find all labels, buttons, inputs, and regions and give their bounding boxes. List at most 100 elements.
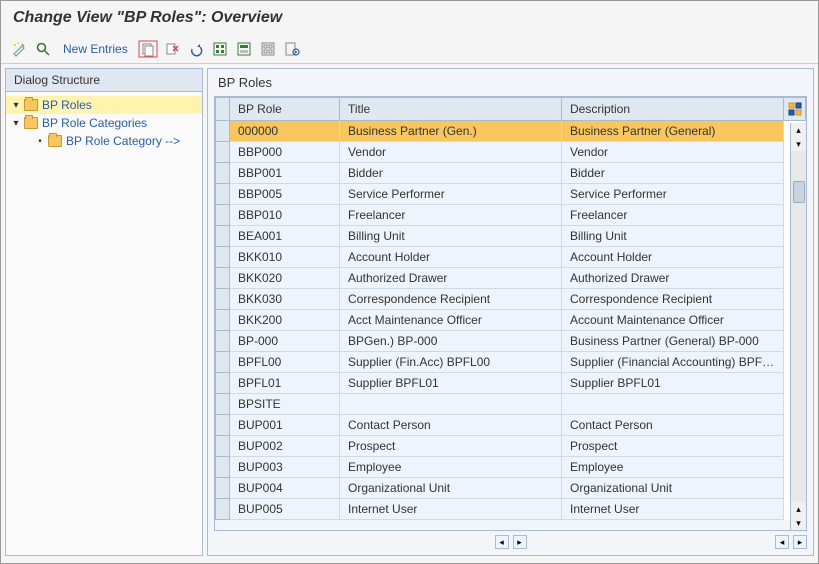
table-cell[interactable]: Organizational Unit bbox=[340, 478, 562, 499]
table-cell[interactable]: Correspondence Recipient bbox=[562, 289, 784, 310]
table-cell[interactable]: BUP001 bbox=[230, 415, 340, 436]
table-cell[interactable]: Correspondence Recipient bbox=[340, 289, 562, 310]
scroll-right-icon[interactable]: ▸ bbox=[513, 535, 527, 549]
tree-item-bp-roles[interactable]: ▾ BP Roles bbox=[6, 96, 202, 114]
table-row[interactable]: BUP002ProspectProspect bbox=[216, 436, 806, 457]
select-block-icon[interactable] bbox=[234, 39, 254, 59]
table-cell[interactable]: BBP001 bbox=[230, 163, 340, 184]
table-row[interactable]: BP-000BPGen.) BP-000Business Partner (Ge… bbox=[216, 331, 806, 352]
table-cell[interactable]: BKK010 bbox=[230, 247, 340, 268]
table-cell[interactable]: Employee bbox=[340, 457, 562, 478]
table-cell[interactable]: Internet User bbox=[562, 499, 784, 520]
table-row[interactable]: BBP000VendorVendor bbox=[216, 142, 806, 163]
table-cell[interactable]: Billing Unit bbox=[562, 226, 784, 247]
table-cell[interactable]: Account Holder bbox=[340, 247, 562, 268]
table-cell[interactable]: Employee bbox=[562, 457, 784, 478]
table-row[interactable]: BPSITE bbox=[216, 394, 806, 415]
table-cell[interactable]: Service Performer bbox=[562, 184, 784, 205]
scroll-thumb[interactable] bbox=[793, 181, 805, 203]
row-handle[interactable] bbox=[216, 499, 230, 520]
table-cell[interactable]: BPFL00 bbox=[230, 352, 340, 373]
row-handle[interactable] bbox=[216, 457, 230, 478]
table-cell[interactable]: Business Partner (Gen.) bbox=[340, 121, 562, 142]
scroll-down-icon[interactable]: ▾ bbox=[791, 516, 806, 530]
expand-toggle-icon[interactable]: ▾ bbox=[10, 118, 22, 129]
table-cell[interactable]: BUP003 bbox=[230, 457, 340, 478]
table-cell[interactable]: Acct Maintenance Officer bbox=[340, 310, 562, 331]
table-cell[interactable]: BKK020 bbox=[230, 268, 340, 289]
row-handle[interactable] bbox=[216, 352, 230, 373]
copy-as-icon[interactable] bbox=[138, 39, 158, 59]
scroll-up-icon[interactable]: ▴ bbox=[791, 502, 806, 516]
row-handle[interactable] bbox=[216, 163, 230, 184]
table-row[interactable]: BKK200Acct Maintenance OfficerAccount Ma… bbox=[216, 310, 806, 331]
column-header[interactable]: Description bbox=[562, 98, 784, 121]
row-selector-header[interactable] bbox=[216, 98, 230, 121]
delete-icon[interactable] bbox=[162, 39, 182, 59]
table-row[interactable]: BEA001Billing UnitBilling Unit bbox=[216, 226, 806, 247]
table-cell[interactable]: Contact Person bbox=[340, 415, 562, 436]
table-cell[interactable]: Organizational Unit bbox=[562, 478, 784, 499]
table-row[interactable]: BUP001Contact PersonContact Person bbox=[216, 415, 806, 436]
table-cell[interactable]: Vendor bbox=[562, 142, 784, 163]
undo-icon[interactable] bbox=[186, 39, 206, 59]
tree-item-bp-role-category[interactable]: • BP Role Category --> bbox=[6, 132, 202, 150]
table-row[interactable]: BBP010FreelancerFreelancer bbox=[216, 205, 806, 226]
tree-item-bp-role-categories[interactable]: ▾ BP Role Categories bbox=[6, 114, 202, 132]
table-cell[interactable]: Billing Unit bbox=[340, 226, 562, 247]
table-cell[interactable] bbox=[562, 394, 784, 415]
deselect-all-icon[interactable] bbox=[258, 39, 278, 59]
table-cell[interactable]: BPGen.) BP-000 bbox=[340, 331, 562, 352]
table-cell[interactable]: Bidder bbox=[340, 163, 562, 184]
table-cell[interactable]: Internet User bbox=[340, 499, 562, 520]
row-handle[interactable] bbox=[216, 142, 230, 163]
table-cell[interactable]: Supplier (Financial Accounting) BPFL00 bbox=[562, 352, 784, 373]
table-row[interactable]: BUP005Internet UserInternet User bbox=[216, 499, 806, 520]
table-cell[interactable] bbox=[340, 394, 562, 415]
scroll-left-icon[interactable]: ◂ bbox=[775, 535, 789, 549]
table-cell[interactable]: BEA001 bbox=[230, 226, 340, 247]
table-row[interactable]: BPFL01Supplier BPFL01Supplier BPFL01 bbox=[216, 373, 806, 394]
expand-toggle-icon[interactable]: ▾ bbox=[10, 100, 22, 111]
table-cell[interactable]: BUP004 bbox=[230, 478, 340, 499]
select-all-icon[interactable] bbox=[210, 39, 230, 59]
table-cell[interactable]: Bidder bbox=[562, 163, 784, 184]
table-cell[interactable]: BBP000 bbox=[230, 142, 340, 163]
scroll-right-icon[interactable]: ▸ bbox=[793, 535, 807, 549]
table-cell[interactable]: Prospect bbox=[340, 436, 562, 457]
column-header[interactable]: BP Role bbox=[230, 98, 340, 121]
scroll-left-icon[interactable]: ◂ bbox=[495, 535, 509, 549]
row-handle[interactable] bbox=[216, 247, 230, 268]
scroll-up-icon[interactable]: ▴ bbox=[791, 123, 806, 137]
row-handle[interactable] bbox=[216, 310, 230, 331]
scroll-down-icon[interactable]: ▾ bbox=[791, 137, 806, 151]
wand-icon[interactable] bbox=[9, 39, 29, 59]
row-handle[interactable] bbox=[216, 394, 230, 415]
table-cell[interactable]: BBP010 bbox=[230, 205, 340, 226]
table-row[interactable]: BKK010Account HolderAccount Holder bbox=[216, 247, 806, 268]
table-cell[interactable]: Prospect bbox=[562, 436, 784, 457]
table-row[interactable]: BKK020Authorized DrawerAuthorized Drawer bbox=[216, 268, 806, 289]
table-cell[interactable]: BKK200 bbox=[230, 310, 340, 331]
table-cell[interactable]: BKK030 bbox=[230, 289, 340, 310]
config-icon[interactable] bbox=[282, 39, 302, 59]
table-cell[interactable]: Contact Person bbox=[562, 415, 784, 436]
table-row[interactable]: BKK030Correspondence RecipientCorrespond… bbox=[216, 289, 806, 310]
row-handle[interactable] bbox=[216, 436, 230, 457]
table-cell[interactable]: Authorized Drawer bbox=[562, 268, 784, 289]
table-cell[interactable]: Account Holder bbox=[562, 247, 784, 268]
table-cell[interactable]: Freelancer bbox=[562, 205, 784, 226]
table-cell[interactable]: Freelancer bbox=[340, 205, 562, 226]
row-handle[interactable] bbox=[216, 331, 230, 352]
table-row[interactable]: 000000Business Partner (Gen.)Business Pa… bbox=[216, 121, 806, 142]
row-handle[interactable] bbox=[216, 289, 230, 310]
row-handle[interactable] bbox=[216, 121, 230, 142]
row-handle[interactable] bbox=[216, 478, 230, 499]
table-cell[interactable]: 000000 bbox=[230, 121, 340, 142]
table-cell[interactable]: Supplier (Fin.Acc) BPFL00 bbox=[340, 352, 562, 373]
column-header[interactable]: Title bbox=[340, 98, 562, 121]
row-handle[interactable] bbox=[216, 184, 230, 205]
table-row[interactable]: BUP004Organizational UnitOrganizational … bbox=[216, 478, 806, 499]
table-cell[interactable]: BUP005 bbox=[230, 499, 340, 520]
row-handle[interactable] bbox=[216, 268, 230, 289]
